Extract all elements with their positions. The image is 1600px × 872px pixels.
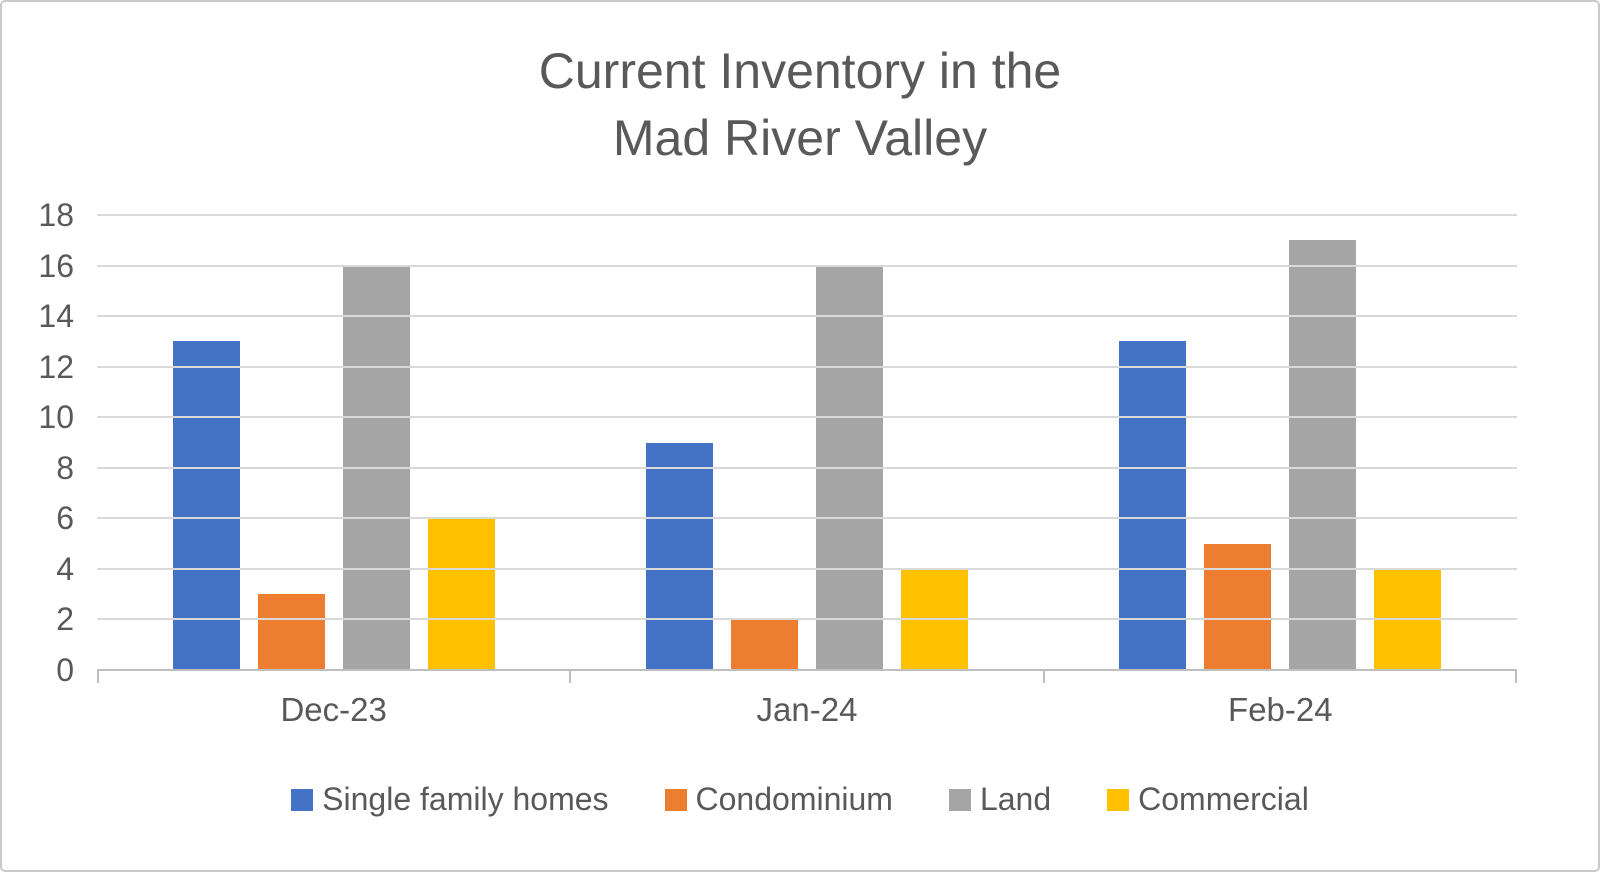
bar-single-family-homes <box>645 442 713 670</box>
x-axis-tick <box>569 670 572 683</box>
gridline <box>97 466 1517 469</box>
x-axis-tick <box>97 670 99 683</box>
y-axis-tick-label: 16 <box>38 247 74 284</box>
x-axis-category-label: Dec-23 <box>280 691 387 728</box>
y-axis-tick-label: 8 <box>56 449 74 486</box>
x-axis-category-label: Jan-24 <box>756 691 858 728</box>
y-axis-tick-label: 14 <box>38 298 74 335</box>
gridline <box>97 365 1517 368</box>
x-axis-tick <box>1042 670 1045 683</box>
gridline <box>97 315 1517 318</box>
bar-single-family-homes <box>172 341 240 670</box>
bar-condominium <box>730 619 798 670</box>
chart-title-line-1: Current Inventory in the <box>538 43 1062 99</box>
bar-groups <box>97 215 1517 670</box>
bar-group-dec-23 <box>97 215 570 670</box>
legend-item-condominium: Condominium <box>664 781 893 818</box>
gridline <box>97 567 1517 570</box>
gridline <box>97 517 1517 520</box>
chart-title-line-2: Mad River Valley <box>612 110 988 166</box>
legend-marker-single-family-homes-icon <box>291 788 314 811</box>
legend-marker-commercial-icon <box>1107 788 1130 811</box>
chart-title: Current Inventory in the Mad River Valle… <box>2 38 1598 172</box>
legend-item-commercial: Commercial <box>1107 781 1309 818</box>
legend-label: Condominium <box>695 781 893 817</box>
y-axis-tick-label: 18 <box>38 197 74 233</box>
bar-commercial <box>427 518 495 670</box>
legend-marker-land-icon <box>948 788 971 811</box>
legend-item-land: Land <box>948 781 1052 818</box>
legend-label: Land <box>979 781 1052 817</box>
gridline <box>97 214 1517 216</box>
legend-marker-condominium-icon <box>664 788 687 811</box>
y-axis-tick-label: 6 <box>56 500 74 537</box>
plot-area <box>97 214 1517 683</box>
legend: Single family homes Condominium Land Commer… <box>2 781 1598 818</box>
y-axis-tick-label: 2 <box>56 601 74 638</box>
bar-group-feb-24 <box>1044 215 1517 670</box>
y-axis-labels: 0 2 4 6 8 10 12 14 16 18 <box>2 199 74 686</box>
legend-label: Commercial <box>1138 781 1309 817</box>
bar-single-family-homes <box>1119 341 1187 670</box>
gridline <box>97 416 1517 419</box>
legend-item-single-family-homes: Single family homes <box>291 781 609 818</box>
bar-condominium <box>257 594 325 670</box>
y-axis-tick-label: 0 <box>56 652 74 688</box>
x-axis-line <box>97 669 1517 671</box>
y-axis-tick-label: 12 <box>38 348 74 385</box>
y-axis-tick-label: 4 <box>56 550 74 587</box>
bar-group-jan-24 <box>570 215 1043 670</box>
x-axis-labels: Dec-23 Jan-24 Feb-24 <box>97 691 1517 729</box>
gridline <box>97 264 1517 267</box>
bar-land <box>1289 240 1357 670</box>
x-axis-tick <box>1515 670 1517 683</box>
y-axis-tick-label: 10 <box>38 399 74 436</box>
x-axis-category-label: Feb-24 <box>1228 691 1333 728</box>
bar-condominium <box>1204 543 1272 670</box>
legend-label: Single family homes <box>322 781 609 817</box>
gridline <box>97 618 1517 621</box>
